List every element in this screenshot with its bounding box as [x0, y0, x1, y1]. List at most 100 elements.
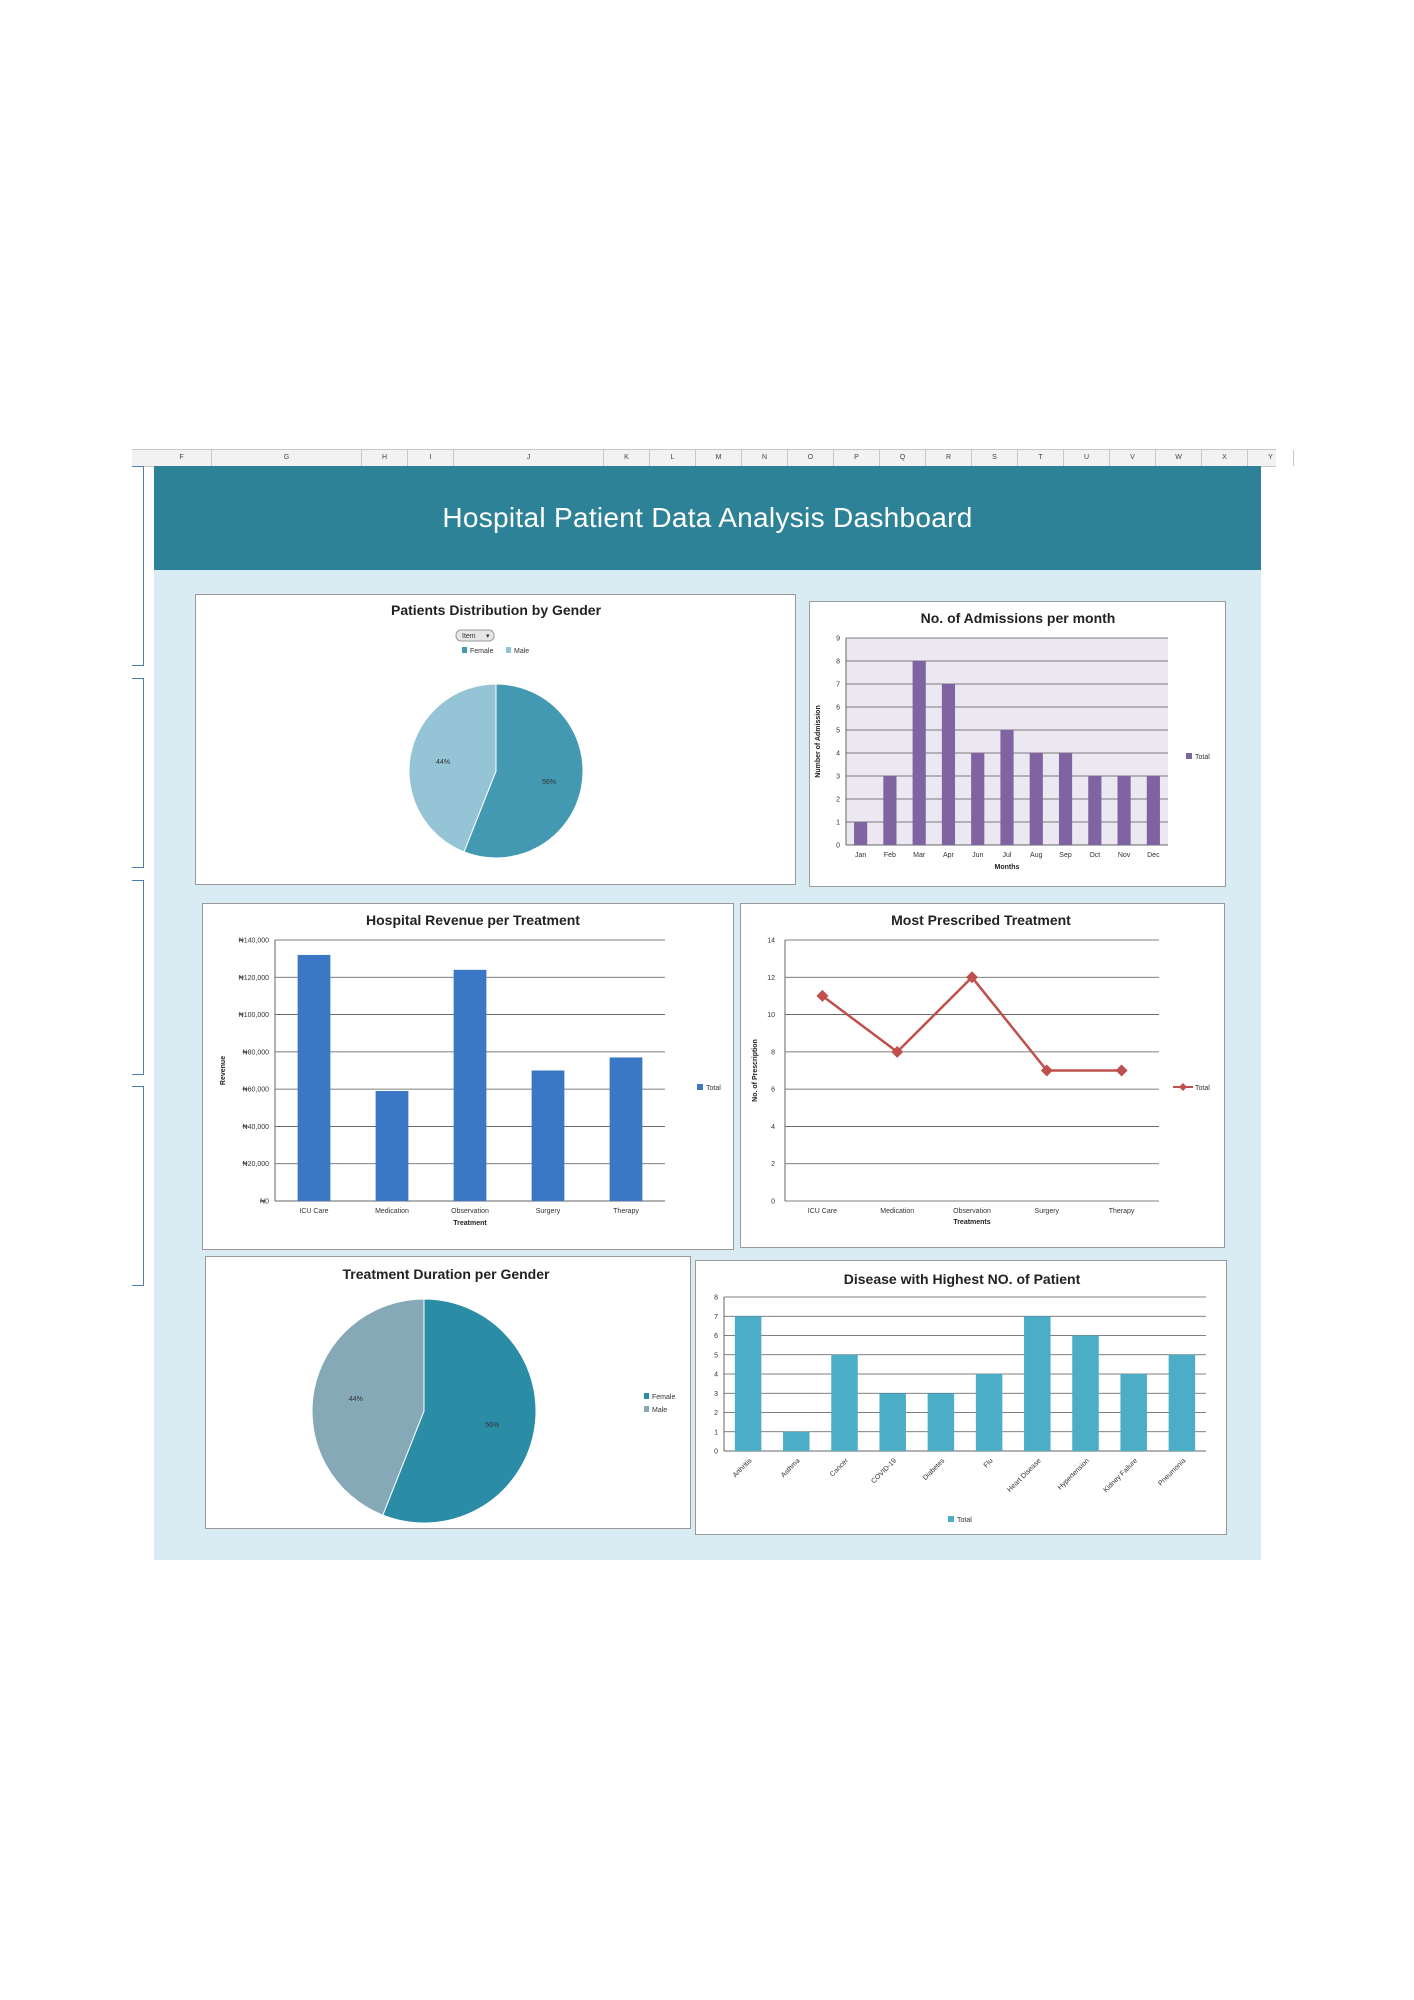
- row-group-bracket[interactable]: [132, 1086, 144, 1286]
- x-tick-label: Feb: [884, 852, 896, 859]
- y-tick-label: ₦120,000: [239, 975, 269, 982]
- y-tick-label: 0: [836, 843, 840, 850]
- y-tick-label: 6: [836, 705, 840, 712]
- chart-panel-revenue[interactable]: Hospital Revenue per Treatment ₦0 ₦20,000 ₦…: [202, 903, 734, 1250]
- legend-swatch: [1186, 753, 1192, 759]
- data-point-icu-care: [816, 989, 829, 1002]
- data-point-therapy: [1115, 1064, 1128, 1077]
- bar-sep: [1058, 753, 1073, 845]
- row-group-bracket[interactable]: [132, 466, 144, 666]
- pie-slice-female: [463, 683, 584, 859]
- filter-dropdown-label: Item: [462, 633, 476, 640]
- chart-panel-prescribed[interactable]: Most Prescribed Treatment 0 2 4 6 8 10 12 14 ICU …: [740, 903, 1225, 1248]
- y-tick-label: 4: [771, 1124, 775, 1131]
- column-header-h[interactable]: H: [362, 450, 408, 466]
- column-header-l[interactable]: L: [650, 450, 696, 466]
- y-tick-label: 5: [714, 1352, 718, 1359]
- pie-slice-female: [382, 1298, 537, 1524]
- x-tick-label: Cancer: [829, 1457, 850, 1478]
- chart-title: Most Prescribed Treatment: [891, 912, 1071, 928]
- y-tick-label: ₦0: [260, 1199, 269, 1206]
- revenue-chart: Hospital Revenue per Treatment ₦0 ₦20,000 ₦…: [220, 912, 721, 1227]
- y-tick-label: ₦60,000: [243, 1087, 270, 1094]
- y-tick-label: ₦20,000: [243, 1161, 270, 1168]
- x-tick-label: Therapy: [1109, 1208, 1135, 1215]
- x-tick-label: Medication: [375, 1208, 409, 1215]
- y-tick-label: 3: [836, 774, 840, 781]
- y-tick-label: 10: [767, 1012, 775, 1019]
- x-tick-label: Apr: [943, 852, 955, 859]
- chart-panel-gender-distribution[interactable]: Patients Distribution by Gender 56% 44% Fem…: [195, 594, 796, 885]
- y-tick-label: 0: [771, 1199, 775, 1206]
- column-header-x[interactable]: X: [1202, 450, 1248, 466]
- column-header-s[interactable]: S: [972, 450, 1018, 466]
- bar-surgery: [531, 1070, 565, 1201]
- pie-slice-label: 44%: [349, 1396, 363, 1403]
- legend-swatch: [948, 1516, 954, 1522]
- column-header-i[interactable]: I: [408, 450, 454, 466]
- legend-label-female: Female: [652, 1394, 675, 1401]
- y-tick-label: 6: [714, 1333, 718, 1340]
- x-tick-label: ICU Care: [808, 1208, 837, 1215]
- y-tick-label: 4: [714, 1372, 718, 1379]
- dashboard-title: Hospital Patient Data Analysis Dashboard: [442, 502, 973, 533]
- bar-icu-care: [297, 954, 331, 1201]
- y-tick-label: ₦80,000: [243, 1049, 270, 1056]
- x-tick-label: Hypertension: [1057, 1457, 1091, 1491]
- x-axis-label: Months: [995, 864, 1020, 871]
- x-tick-label: Sep: [1059, 852, 1072, 859]
- column-header-q[interactable]: Q: [880, 450, 926, 466]
- column-header-w[interactable]: W: [1156, 450, 1202, 466]
- column-header-u[interactable]: U: [1064, 450, 1110, 466]
- bar-heart-disease: [1024, 1316, 1051, 1451]
- x-tick-label: Asthma: [780, 1457, 802, 1479]
- bar-flu: [975, 1374, 1003, 1451]
- column-header-t[interactable]: T: [1018, 450, 1064, 466]
- bar-cancer: [831, 1354, 858, 1451]
- column-header-r[interactable]: R: [926, 450, 972, 466]
- y-tick-label: 2: [836, 797, 840, 804]
- y-tick-label: 2: [714, 1410, 718, 1417]
- row-group-bracket[interactable]: [132, 880, 144, 1075]
- pie-slice-male: [408, 683, 497, 853]
- column-header-v[interactable]: V: [1110, 450, 1156, 466]
- column-header-j[interactable]: J: [454, 450, 604, 466]
- legend-swatch-female: [462, 647, 467, 653]
- legend-label: Total: [957, 1517, 972, 1524]
- column-header-g[interactable]: G: [212, 450, 362, 466]
- x-tick-label: Dec: [1147, 852, 1160, 859]
- column-header-n[interactable]: N: [742, 450, 788, 466]
- x-axis-label: Treatment: [453, 1220, 487, 1227]
- column-header-y[interactable]: Y: [1248, 450, 1294, 466]
- chart-panel-disease[interactable]: Disease with Highest NO. of Patient 0 1 2 3 4…: [695, 1260, 1227, 1535]
- pie-slice-label: 56%: [485, 1422, 499, 1429]
- y-tick-label: 12: [767, 975, 775, 982]
- chart-title: Patients Distribution by Gender: [391, 602, 602, 618]
- column-header-o[interactable]: O: [788, 450, 834, 466]
- bar-therapy: [609, 1057, 643, 1201]
- y-axis-label: Revenue: [220, 1056, 227, 1085]
- y-tick-label: 2: [771, 1161, 775, 1168]
- column-header-k[interactable]: K: [604, 450, 650, 466]
- bar-jul: [1000, 730, 1014, 845]
- bar-diabetes: [927, 1393, 955, 1451]
- x-tick-label: COVID-19: [870, 1457, 898, 1485]
- column-header-m[interactable]: M: [696, 450, 742, 466]
- chart-panel-duration[interactable]: Treatment Duration per Gender 56% 44% Femal…: [205, 1256, 691, 1529]
- x-tick-label: Surgery: [1035, 1208, 1060, 1215]
- legend-swatch-female: [644, 1393, 649, 1399]
- bar-medication: [375, 1091, 409, 1201]
- y-tick-label: 7: [714, 1314, 718, 1321]
- y-tick-label: 3: [714, 1391, 718, 1398]
- column-header-f[interactable]: F: [152, 450, 212, 466]
- prescribed-treatment-chart: Most Prescribed Treatment 0 2 4 6 8 10 12 14 ICU …: [752, 912, 1210, 1226]
- y-tick-label: 0: [714, 1449, 718, 1456]
- series-line: [821, 975, 1122, 1072]
- chart-panel-admissions[interactable]: No. of Admissions per month 0 1 2 3 4 5 6 7 8 9 Jan…: [809, 601, 1226, 887]
- x-tick-label: Flu: [983, 1457, 995, 1469]
- column-header-p[interactable]: P: [834, 450, 880, 466]
- row-group-bracket[interactable]: [132, 678, 144, 868]
- y-tick-label: 8: [771, 1049, 775, 1056]
- x-tick-label: Jun: [972, 852, 983, 859]
- legend-marker: [1179, 1083, 1187, 1091]
